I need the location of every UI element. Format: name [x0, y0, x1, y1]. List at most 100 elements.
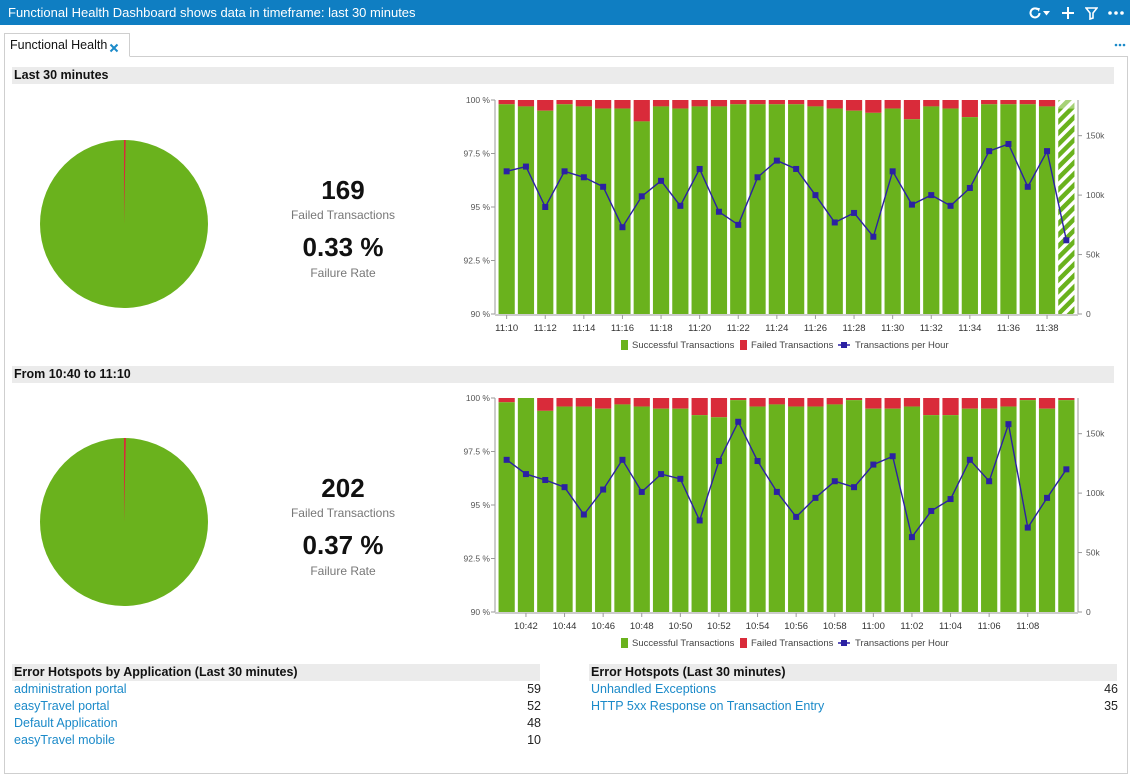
bar-failed: [826, 398, 843, 405]
transactions-chart-range[interactable]: 90 % 92.5 % 95 % 97.5 % 100 % 0 50k 100k 150k 10:…: [440, 390, 1130, 660]
bar-failed: [517, 100, 535, 107]
failure-rate-label: Failure Rate: [310, 564, 376, 578]
y-tick-label: 100 %: [466, 393, 491, 403]
chevron-down-icon: [1042, 6, 1051, 20]
bar-failed: [614, 398, 631, 405]
x-tick-label: 11:10: [495, 323, 518, 334]
bar-success: [1038, 106, 1056, 314]
tph-point: [966, 184, 973, 191]
tph-point: [947, 496, 954, 503]
hotspot-app-name[interactable]: Default Application: [14, 716, 118, 730]
legend-swatch: [621, 340, 628, 350]
more-button[interactable]: [1108, 6, 1124, 20]
refresh-button[interactable]: [1028, 6, 1051, 20]
tph-point: [1005, 421, 1012, 428]
x-tick-label: 11:26: [804, 323, 827, 334]
bar-success: [1038, 408, 1056, 612]
bar-success: [942, 108, 959, 314]
bar-success: [903, 406, 921, 612]
bar-success: [556, 406, 573, 612]
x-tick-label: 11:16: [611, 323, 634, 334]
x-tick-label: 10:54: [746, 621, 770, 632]
list-item[interactable]: administration portal 59: [14, 682, 541, 699]
tph-point: [580, 174, 587, 181]
list-item[interactable]: Unhandled Exceptions 46: [591, 682, 1118, 699]
tph-point: [580, 511, 587, 518]
bar-failed: [903, 398, 921, 407]
bar-success: [556, 104, 573, 314]
transactions-chart-last-30[interactable]: 90 % 92.5 % 95 % 97.5 % 100 % 0 50k 100k 150k 11:…: [440, 92, 1130, 362]
bar-success: [595, 408, 612, 612]
tph-point: [696, 165, 703, 172]
y2-tick-label: 0: [1086, 309, 1091, 319]
tph-point: [561, 484, 568, 491]
title-bar: Functional Health Dashboard shows data i…: [0, 0, 1130, 25]
tph-point: [1063, 237, 1070, 244]
hotspot-error-name[interactable]: HTTP 5xx Response on Transaction Entry: [591, 699, 825, 713]
bar-success: [768, 104, 785, 314]
failed-transactions-label: Failed Transactions: [290, 208, 396, 222]
y-tick-label: 97.5 %: [464, 447, 491, 457]
tph-point: [1063, 466, 1070, 473]
x-tick-label: 10:56: [784, 621, 808, 632]
bar-success: [730, 400, 747, 612]
bar-failed: [556, 398, 573, 407]
filter-button[interactable]: [1085, 6, 1098, 20]
y-tick-label: 90 %: [471, 607, 491, 617]
bar-failed: [1038, 398, 1056, 409]
failure-rate-label: Failure Rate: [310, 266, 376, 280]
pie-slice-failed: [124, 140, 126, 224]
bar-success: [884, 108, 901, 314]
tph-point: [812, 192, 819, 199]
bar-failed: [498, 100, 515, 105]
x-tick-label: 11:30: [881, 323, 904, 334]
close-icon[interactable]: [109, 40, 119, 58]
more-icon: [1108, 6, 1124, 20]
x-tick-label: 10:42: [514, 621, 538, 632]
list-item[interactable]: Default Application 48: [14, 716, 541, 733]
bar-failed-partial: [1058, 100, 1075, 109]
bar-success: [749, 104, 766, 314]
legend-swatch: [740, 638, 747, 648]
list-item[interactable]: easyTravel mobile 10: [14, 733, 541, 750]
bar-success: [614, 108, 631, 314]
bar-success: [672, 408, 689, 612]
bar-failed: [961, 100, 978, 118]
hotspot-error-name[interactable]: Unhandled Exceptions: [591, 682, 717, 696]
bar-success: [672, 108, 689, 314]
bar-success: [884, 408, 901, 612]
bar-success: [865, 408, 882, 612]
bar-success: [652, 408, 670, 612]
tph-point: [793, 165, 800, 172]
hotspot-app-name[interactable]: easyTravel mobile: [14, 733, 115, 747]
x-tick-label: 11:22: [727, 323, 750, 334]
bar-failed: [1000, 398, 1017, 407]
tph-point: [1005, 140, 1012, 147]
failure-pie-chart-1[interactable]: [40, 140, 208, 308]
tph-point: [1024, 183, 1031, 190]
tab-more-icon[interactable]: [1114, 37, 1126, 56]
bar-failed: [981, 398, 998, 409]
failure-pie-chart-2[interactable]: [40, 438, 208, 606]
tph-point: [677, 202, 684, 209]
bar-failed: [942, 398, 959, 416]
list-item[interactable]: HTTP 5xx Response on Transaction Entry 3…: [591, 699, 1118, 716]
legend-label: Transactions per Hour: [855, 340, 949, 351]
failure-rate-value: 0.33 %: [302, 232, 384, 262]
bar-success: [652, 106, 670, 314]
bar-success: [1000, 406, 1017, 612]
hotspot-app-name[interactable]: easyTravel portal: [14, 699, 110, 713]
bar-failed: [884, 398, 901, 409]
hotspot-error-count: 35: [1104, 699, 1118, 713]
add-button[interactable]: [1061, 6, 1075, 20]
bar-success: [1058, 400, 1075, 612]
x-tick-label: 11:36: [997, 323, 1020, 334]
tph-point: [677, 475, 684, 482]
hotspot-app-name[interactable]: administration portal: [14, 682, 127, 696]
bar-success: [981, 408, 998, 612]
hotspot-app-count: 52: [527, 699, 541, 713]
tab-functional-health[interactable]: Functional Health: [4, 33, 130, 57]
list-item[interactable]: easyTravel portal 52: [14, 699, 541, 716]
hotspots-error-header: Error Hotspots (Last 30 minutes): [589, 664, 1117, 681]
bar-success: [807, 406, 824, 612]
